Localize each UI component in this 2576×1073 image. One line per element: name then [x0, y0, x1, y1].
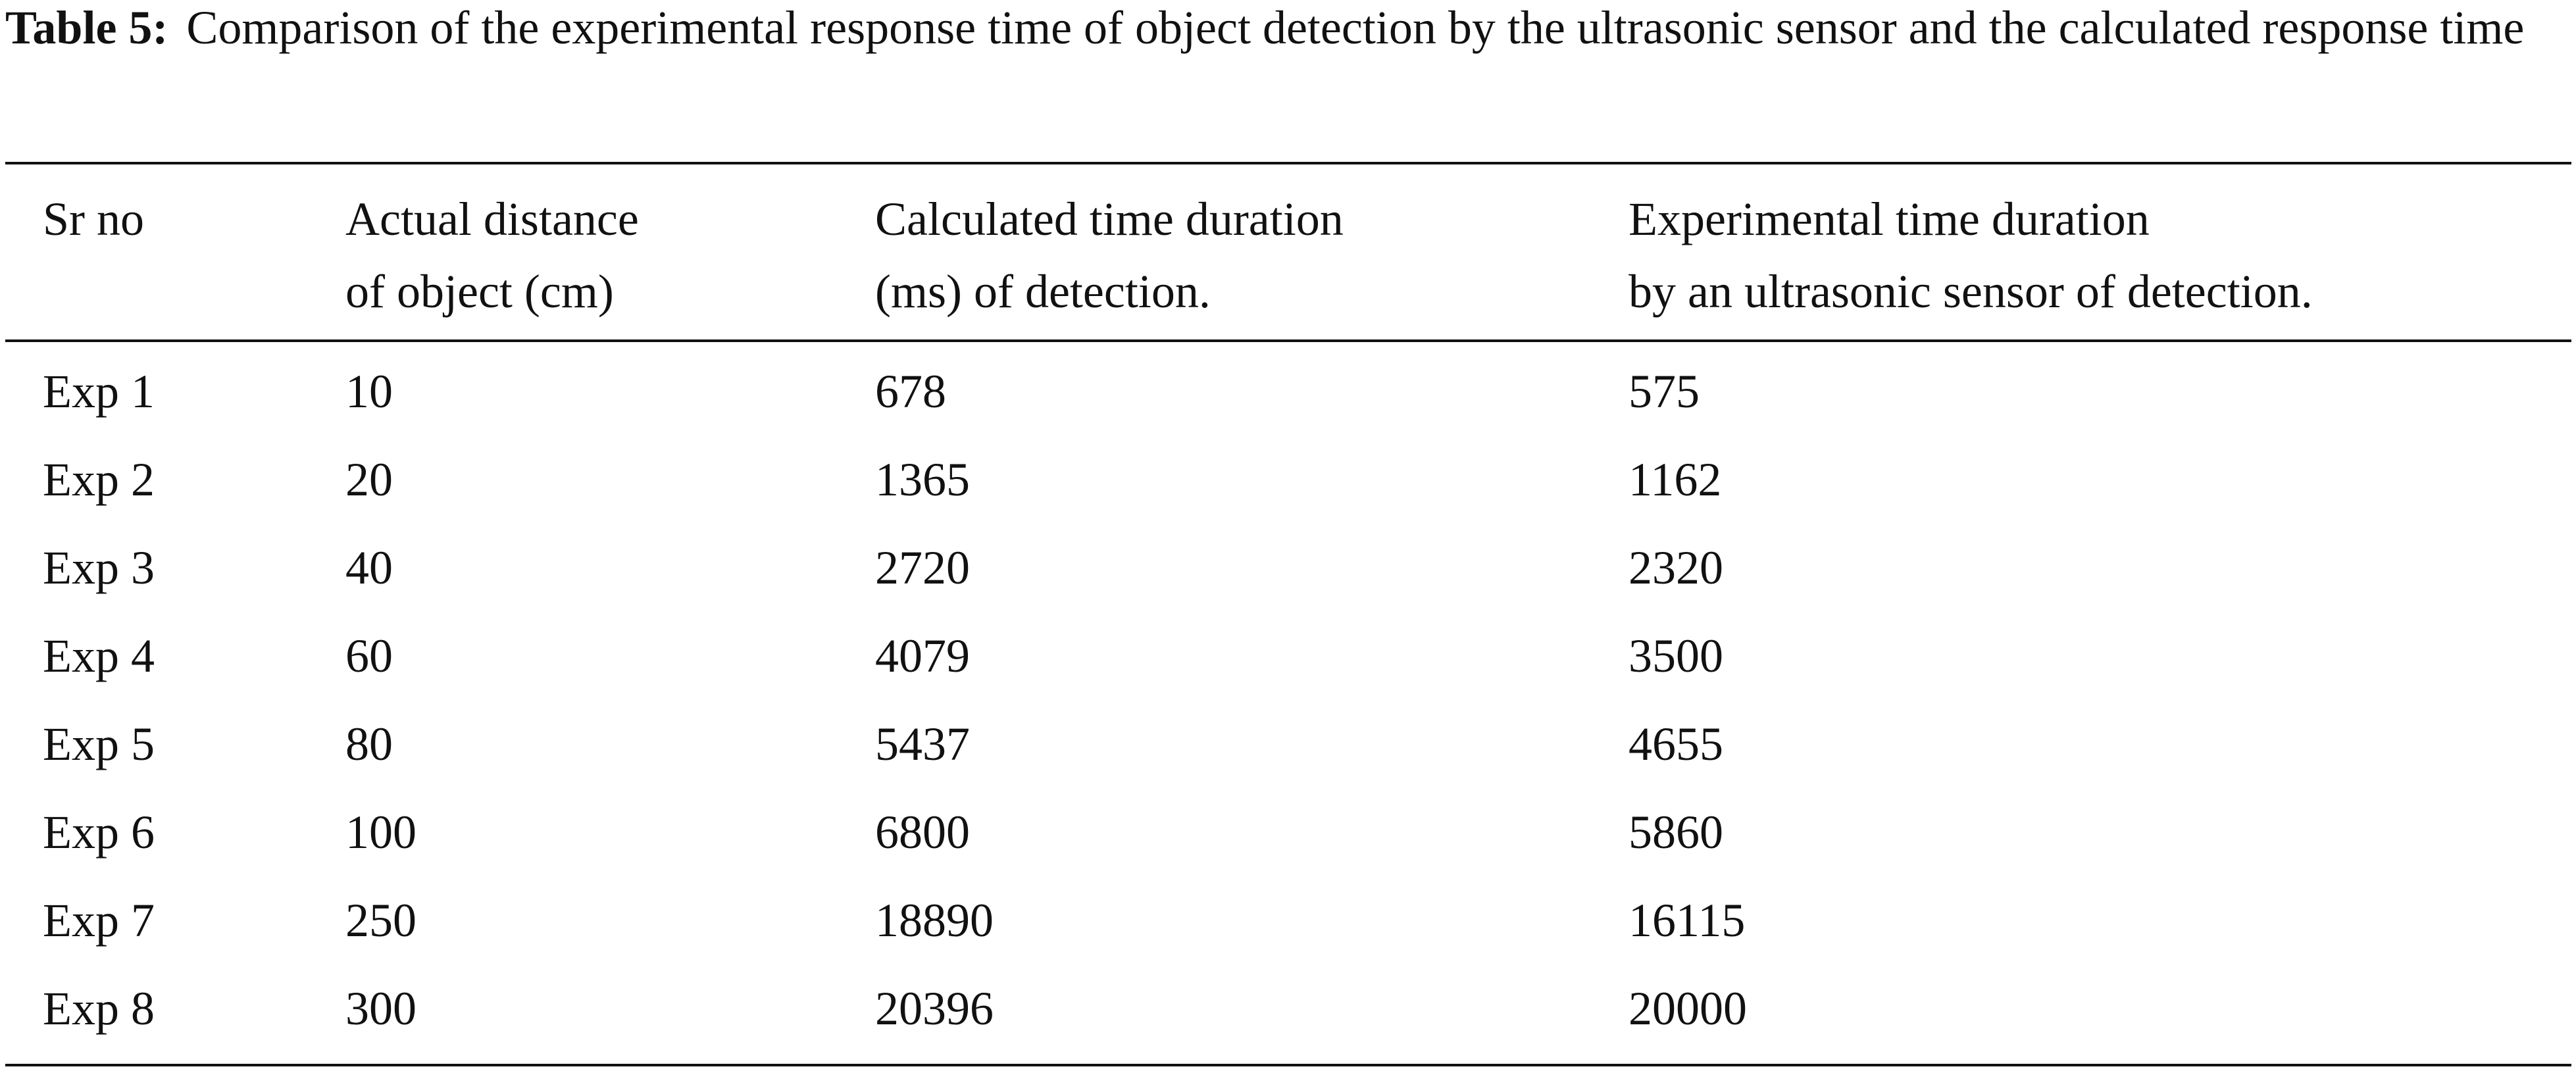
header-actual-distance-line-1: Actual distance — [345, 193, 639, 245]
table-row: Exp 4 60 4079 3500 — [0, 612, 2576, 700]
table-row: Exp 1 10 678 575 — [0, 347, 2576, 436]
header-calculated-time: Calculated time duration (ms) of detecti… — [875, 183, 1344, 328]
cell-sr-no: Exp 7 — [43, 894, 155, 947]
cell-distance: 20 — [345, 453, 393, 506]
cell-distance: 250 — [345, 894, 417, 947]
table-row: Exp 3 40 2720 2320 — [0, 524, 2576, 612]
cell-sr-no: Exp 5 — [43, 718, 155, 770]
table-row: Exp 2 20 1365 1162 — [0, 436, 2576, 524]
table-row: Exp 6 100 6800 5860 — [0, 788, 2576, 876]
header-experimental-time-line-2: by an ultrasonic sensor of detection. — [1629, 265, 2313, 318]
cell-sr-no: Exp 8 — [43, 982, 155, 1035]
cell-experimental-time: 575 — [1629, 365, 1700, 418]
cell-distance: 100 — [345, 806, 417, 859]
cell-calculated-time: 20396 — [875, 982, 994, 1035]
table-bottom-rule — [5, 1064, 2571, 1066]
cell-sr-no: Exp 1 — [43, 365, 155, 418]
cell-calculated-time: 678 — [875, 365, 946, 418]
cell-experimental-time: 2320 — [1629, 541, 1723, 594]
cell-sr-no: Exp 6 — [43, 806, 155, 859]
cell-calculated-time: 18890 — [875, 894, 994, 947]
cell-calculated-time: 1365 — [875, 453, 970, 506]
cell-experimental-time: 4655 — [1629, 718, 1723, 770]
cell-experimental-time: 1162 — [1629, 453, 1722, 506]
cell-distance: 300 — [345, 982, 417, 1035]
header-experimental-time-line-1: Experimental time duration — [1629, 193, 2150, 245]
cell-calculated-time: 4079 — [875, 630, 970, 682]
cell-experimental-time: 5860 — [1629, 806, 1723, 859]
cell-sr-no: Exp 2 — [43, 453, 155, 506]
table-caption: Table 5: Comparison of the experimental r… — [5, 0, 2571, 56]
table-header-rule — [5, 339, 2571, 342]
cell-distance: 60 — [345, 630, 393, 682]
table-row: Exp 5 80 5437 4655 — [0, 700, 2576, 788]
header-sr-no-line-1: Sr no — [43, 193, 145, 245]
header-experimental-time: Experimental time duration by an ultraso… — [1629, 183, 2313, 328]
cell-calculated-time: 5437 — [875, 718, 970, 770]
cell-sr-no: Exp 3 — [43, 541, 155, 594]
header-calculated-time-line-2: (ms) of detection. — [875, 265, 1211, 318]
table-top-rule — [5, 162, 2571, 164]
cell-distance: 40 — [345, 541, 393, 594]
cell-distance: 80 — [345, 718, 393, 770]
cell-experimental-time: 16115 — [1629, 894, 1746, 947]
table-caption-text: Comparison of the experimental response … — [186, 1, 2525, 54]
cell-experimental-time: 3500 — [1629, 630, 1723, 682]
cell-calculated-time: 2720 — [875, 541, 970, 594]
table-row: Exp 8 300 20396 20000 — [0, 964, 2576, 1053]
header-calculated-time-line-1: Calculated time duration — [875, 193, 1344, 245]
table-caption-label: Table 5: — [5, 1, 168, 54]
header-actual-distance-line-2: of object (cm) — [345, 265, 614, 318]
table-row: Exp 7 250 18890 16115 — [0, 876, 2576, 964]
cell-calculated-time: 6800 — [875, 806, 970, 859]
cell-sr-no: Exp 4 — [43, 630, 155, 682]
header-sr-no: Sr no — [43, 183, 144, 255]
header-actual-distance: Actual distance of object (cm) — [345, 183, 639, 328]
cell-experimental-time: 20000 — [1629, 982, 1747, 1035]
cell-distance: 10 — [345, 365, 393, 418]
